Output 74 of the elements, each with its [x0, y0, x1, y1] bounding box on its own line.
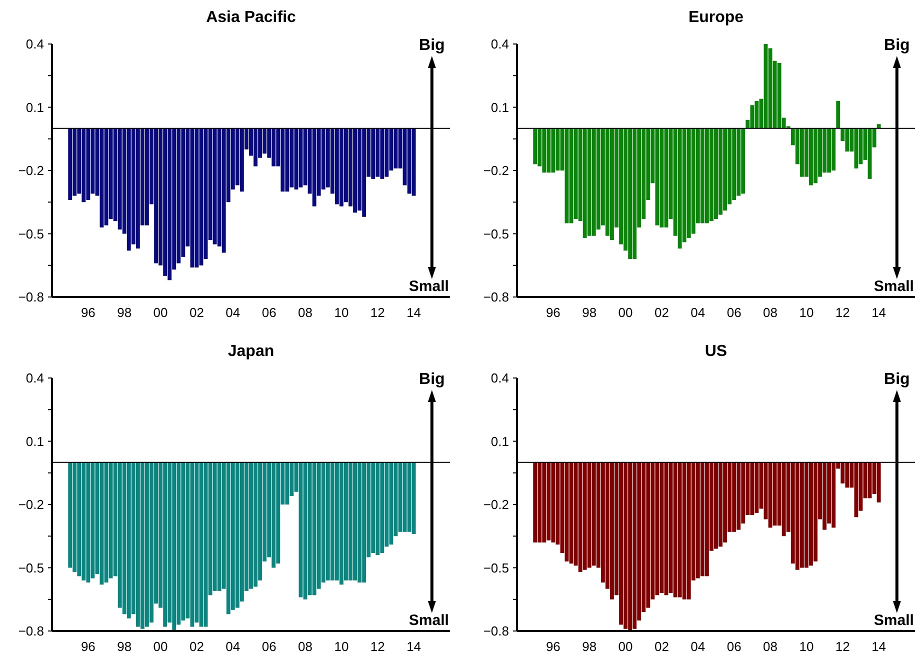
annotation: Small	[408, 278, 449, 295]
annotation: Big	[419, 371, 445, 388]
y-tick-label: −0.5	[18, 560, 44, 576]
y-tick-label: 0.4	[26, 36, 44, 52]
x-tick-label: 96	[546, 305, 560, 320]
x-tick-label: 96	[80, 639, 96, 652]
y-tick-label: −0.2	[483, 497, 509, 512]
chart-title: Japan	[228, 343, 274, 360]
x-tick-label: 00	[618, 639, 633, 652]
x-tick-label: 06	[726, 639, 742, 652]
x-tick-label: 98	[582, 305, 597, 320]
y-tick-label: −0.5	[18, 226, 44, 242]
x-tick-label: 08	[763, 639, 778, 652]
x-tick-label: 96	[546, 639, 560, 652]
x-tick-label: 98	[117, 305, 132, 320]
y-tick-label: 0.4	[26, 370, 44, 386]
y-tick-label: −0.8	[483, 290, 509, 305]
x-tick-label: 06	[262, 305, 276, 320]
annotation: Small	[874, 612, 914, 629]
x-tick-label: 12	[835, 639, 850, 652]
x-tick-label: 06	[726, 305, 742, 320]
x-tick-label: 04	[226, 305, 240, 320]
x-tick-label: 00	[618, 305, 633, 320]
x-tick-label: 08	[763, 305, 778, 320]
y-tick-label: 0.4	[490, 370, 509, 386]
y-tick-label: −0.8	[18, 624, 44, 639]
chart-title: US	[704, 343, 728, 360]
x-tick-label: 02	[654, 305, 669, 320]
y-tick-label: 0.1	[26, 434, 44, 449]
annotation: Small	[408, 612, 449, 629]
x-tick-label: 98	[117, 639, 132, 652]
x-tick-label: 14	[872, 639, 886, 652]
chart-title: Europe	[688, 9, 744, 26]
y-tick-label: −0.2	[18, 163, 44, 178]
x-tick-label: 14	[406, 305, 422, 320]
y-tick-label: 0.1	[490, 434, 509, 449]
chart-title: Asia Pacific	[206, 9, 296, 26]
x-tick-label: 06	[262, 639, 276, 652]
x-tick-label: 12	[835, 305, 850, 320]
x-tick-label: 02	[189, 639, 204, 652]
x-tick-label: 10	[799, 639, 814, 652]
x-tick-label: 08	[298, 305, 313, 320]
y-tick-label: 0.4	[490, 36, 509, 52]
x-tick-label: 00	[153, 639, 168, 652]
y-tick-label: 0.1	[26, 100, 44, 115]
x-tick-label: 10	[334, 305, 349, 320]
bar	[836, 100, 840, 128]
x-tick-label: 02	[654, 639, 669, 652]
x-tick-label: 12	[370, 639, 385, 652]
x-tick-label: 96	[80, 305, 96, 320]
x-tick-label: 04	[226, 639, 240, 652]
y-tick-label: 0.1	[490, 100, 509, 115]
annotation: Big	[884, 37, 910, 54]
x-tick-label: 10	[799, 305, 814, 320]
y-tick-label: −0.2	[18, 497, 44, 512]
x-tick-label: 04	[690, 639, 706, 652]
annotation: Big	[419, 37, 445, 54]
x-tick-label: 08	[298, 639, 313, 652]
y-tick-label: −0.2	[483, 163, 509, 178]
y-tick-label: −0.5	[483, 226, 509, 242]
y-tick-label: −0.5	[483, 560, 509, 576]
x-tick-label: 14	[872, 305, 886, 320]
x-tick-label: 98	[582, 639, 597, 652]
y-tick-label: −0.8	[18, 290, 44, 305]
x-tick-label: 00	[153, 305, 168, 320]
bar	[533, 128, 538, 164]
y-tick-label: −0.8	[483, 624, 509, 639]
x-tick-label: 02	[189, 305, 204, 320]
x-tick-label: 04	[690, 305, 706, 320]
x-tick-label: 10	[334, 639, 349, 652]
annotation: Small	[874, 278, 914, 295]
x-tick-label: 12	[370, 305, 385, 320]
x-tick-label: 14	[406, 639, 422, 652]
annotation: Big	[884, 371, 910, 388]
